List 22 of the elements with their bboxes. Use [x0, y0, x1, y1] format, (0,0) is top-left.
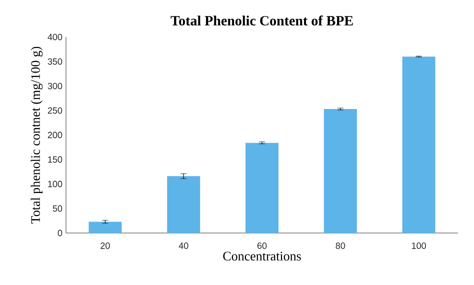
y-tick-label: 250	[48, 107, 62, 114]
y-tick-label: 200	[48, 132, 62, 138]
y-tick-label: 0	[58, 230, 62, 236]
x-tick-label: 60	[257, 242, 267, 249]
bar	[246, 142, 278, 233]
y-tick-label: 50	[52, 205, 62, 212]
chart-title: Total Phenolic Content of BPE	[170, 15, 353, 26]
y-tick-label: 150	[48, 156, 62, 163]
x-axis-title: Concentrations	[223, 252, 301, 261]
bar	[88, 222, 122, 233]
bar	[324, 109, 357, 233]
x-tick-label: 80	[336, 242, 346, 249]
x-tick-label: 20	[100, 242, 110, 249]
x-tick-label: 40	[178, 242, 188, 249]
bar	[167, 176, 200, 233]
y-tick-label: 100	[48, 180, 62, 188]
y-tick-label: 300	[48, 82, 62, 90]
bar	[402, 56, 436, 233]
y-tick-label: 350	[48, 58, 62, 65]
x-tick-label: 100	[412, 242, 426, 249]
y-axis-title: Total phenolic contnet (mg/100 g)	[30, 46, 43, 224]
y-tick-label: 400	[48, 34, 62, 40]
